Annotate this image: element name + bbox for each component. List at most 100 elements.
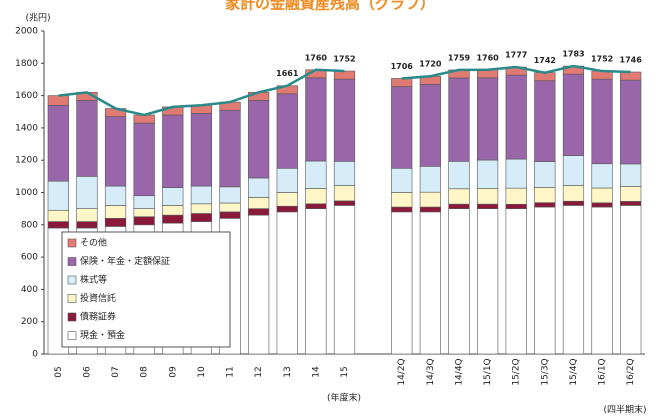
bar-segment	[391, 167, 413, 193]
x-tick-label: 14/2Q	[397, 358, 407, 385]
y-tick-label: 0	[32, 350, 38, 360]
bar-segment	[448, 77, 470, 162]
legend-label: その他	[80, 237, 107, 249]
legend-swatch	[67, 257, 77, 266]
legend-box	[61, 231, 231, 348]
bar-segment	[162, 187, 184, 206]
bar-segment	[391, 78, 413, 87]
y-tick-label: 400	[21, 285, 38, 295]
x-tick-label: 14/3Q	[426, 358, 436, 385]
y-tick-label: 200	[21, 317, 38, 327]
bar-segment	[190, 185, 213, 205]
legend-label: 株式等	[80, 274, 107, 286]
total-label: 1752	[333, 55, 355, 64]
legend-label: 保険・年金・定額保証	[80, 255, 170, 267]
bar-segment	[620, 186, 642, 202]
bar-segment	[305, 203, 327, 209]
legend-label: 現金・預金	[80, 329, 125, 341]
bar-segment	[276, 93, 298, 169]
legend-label: 投資信託	[80, 292, 116, 304]
bar-segment	[419, 166, 441, 193]
x-tick-label: 16/2Q	[626, 358, 636, 385]
chart-title: 家計の金融資産残高（グラフ）	[225, 0, 435, 13]
bar-segment	[562, 200, 585, 206]
total-label: 1746	[620, 56, 643, 65]
y-tick-label: 2000	[15, 27, 38, 37]
bar-segment	[190, 203, 213, 214]
bar-segment	[476, 77, 499, 161]
y-tick-label: 600	[21, 253, 38, 263]
bar-segment	[534, 80, 556, 162]
total-label: 1706	[391, 62, 414, 71]
bar-segment	[276, 167, 298, 193]
x-tick-label: 08	[140, 366, 150, 378]
bar-segment	[419, 83, 441, 167]
bar-segment	[248, 208, 270, 216]
bar-segment	[76, 100, 98, 177]
bar-segment	[534, 202, 556, 208]
bar-segment	[562, 155, 585, 186]
bar-segment	[104, 116, 127, 187]
total-label: 1760	[305, 53, 328, 62]
y-tick-label: 1000	[15, 188, 38, 198]
x-tick-label: 09	[168, 366, 178, 378]
x-tick-label: 06	[82, 366, 92, 378]
bar-segment	[591, 78, 613, 165]
bar-segment	[47, 95, 69, 106]
x-tick-label: 07	[111, 366, 121, 377]
bar-segment	[190, 213, 213, 222]
bar-segment	[276, 205, 298, 213]
bar-segment	[219, 186, 241, 204]
bar-segment	[591, 187, 613, 204]
bar-segment	[391, 192, 413, 208]
y-tick-label: 1800	[15, 59, 38, 69]
x-tick-label: 15/4Q	[569, 358, 579, 385]
total-label: 1661	[276, 69, 299, 78]
bar-segment	[620, 163, 642, 187]
bar-segment	[190, 113, 213, 187]
x-axis-label: (年度末)	[327, 392, 361, 404]
legend-swatch	[67, 331, 77, 340]
x-axis-label-quarter: (四半期末)	[603, 404, 646, 416]
bar-segment	[591, 206, 613, 355]
bar-segment	[448, 161, 470, 190]
bar-segment	[419, 191, 441, 208]
bar-segment	[562, 73, 585, 156]
bar-segment	[448, 203, 470, 209]
bar-segment	[534, 206, 556, 355]
legend-label: 債務証券	[80, 311, 116, 323]
bar-segment	[305, 208, 327, 355]
bar-segment	[276, 211, 298, 355]
total-label: 1777	[505, 51, 527, 60]
bar-segment	[219, 202, 241, 213]
total-label: 1759	[448, 53, 471, 62]
bar-segment	[333, 78, 356, 162]
bar-segment	[47, 180, 69, 211]
bar-segment	[76, 176, 98, 209]
total-label: 1742	[534, 56, 556, 65]
bar-segment	[248, 177, 270, 198]
y-tick-label: 800	[21, 220, 38, 230]
bar-segment	[76, 221, 98, 229]
bar-segment	[534, 187, 556, 203]
bar-segment	[476, 208, 499, 355]
x-tick-label: 15/1Q	[483, 358, 493, 385]
x-tick-label: 11	[226, 366, 236, 377]
total-label: 1720	[419, 60, 442, 69]
bar-segment	[104, 185, 127, 206]
bar-segment	[505, 203, 527, 209]
bar-segment	[333, 161, 356, 186]
y-tick-label: 1400	[15, 123, 38, 133]
total-label: 1760	[476, 53, 499, 62]
bar-segment	[305, 77, 327, 162]
bar-segment	[248, 197, 270, 209]
y-axis-unit: (兆円)	[25, 13, 50, 24]
bar-segment	[562, 205, 585, 355]
bar-segment	[47, 209, 69, 222]
bar-segment	[162, 205, 184, 216]
bar-segment	[333, 70, 356, 80]
bar-segment	[591, 202, 613, 208]
legend-swatch	[67, 312, 77, 322]
